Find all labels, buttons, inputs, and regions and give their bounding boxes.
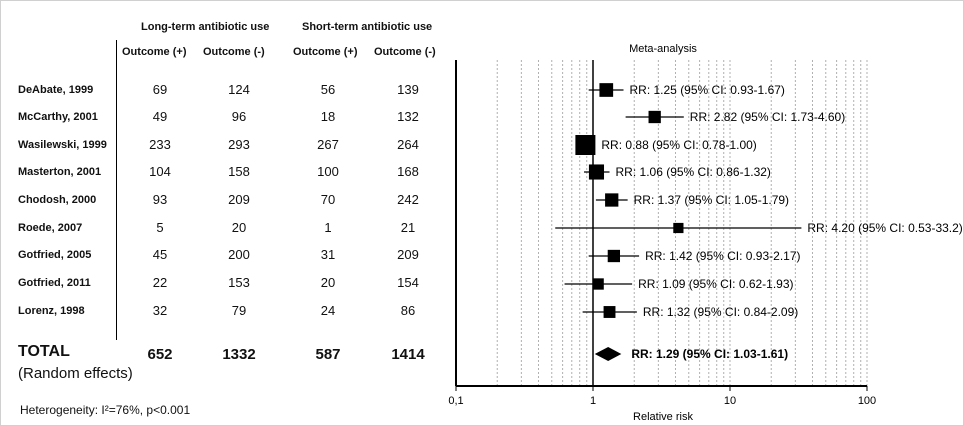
table-cell: 20 [231, 220, 247, 235]
study-name: Wasilewski, 1999 [18, 139, 107, 151]
table-cell: 267 [317, 137, 339, 152]
study-name: Roede, 2007 [18, 222, 83, 234]
study-marker [592, 278, 604, 290]
study-name: Masterton, 2001 [18, 166, 102, 178]
table-cell: 96 [231, 109, 247, 124]
table-cell: 139 [397, 82, 419, 97]
table-cell: 49 [152, 109, 168, 124]
table-cell: 200 [228, 247, 250, 262]
table-cell: 21 [400, 220, 416, 235]
study-name: Chodosh, 2000 [18, 194, 97, 206]
table-cell: 242 [397, 192, 419, 207]
rr-label: RR: 2.82 (95% CI: 1.73-4.60) [690, 110, 845, 124]
table-cell: 93 [152, 192, 168, 207]
table-cell: 158 [228, 164, 250, 179]
table-cell: 32 [152, 303, 168, 318]
chart-title: Meta-analysis [629, 43, 697, 55]
total-short-neg: 1414 [391, 346, 425, 363]
heterogeneity-text: Heterogeneity: I²=76%, p<0.001 [20, 403, 191, 417]
table-cell: 18 [320, 109, 336, 124]
rr-label: RR: 1.37 (95% CI: 1.05-1.79) [634, 193, 789, 207]
sub-header-short-neg: Outcome (-) [374, 46, 436, 58]
short-term-header: Short-term antibiotic use [302, 21, 433, 33]
table-cell: 209 [228, 192, 250, 207]
table-cell: 124 [228, 82, 250, 97]
table-cell: 153 [228, 275, 250, 290]
table-cell: 104 [149, 164, 171, 179]
study-name: Gotfried, 2005 [18, 249, 92, 261]
x-tick-label: 1 [590, 395, 596, 407]
total-sublabel: (Random effects) [18, 365, 133, 382]
forest-plot: Meta-analysis Relative risk 0,1 1 10 100 RR:… [448, 43, 962, 423]
total-label: TOTAL [18, 343, 70, 360]
sub-header-long-pos: Outcome (+) [122, 46, 187, 58]
table-cell: 79 [231, 303, 247, 318]
table-cell: 5 [156, 220, 164, 235]
rr-label: RR: 1.25 (95% CI: 0.93-1.67) [630, 83, 785, 97]
table-cell: 24 [320, 303, 336, 318]
study-name: Gotfried, 2011 [18, 277, 91, 289]
study-marker [575, 135, 596, 155]
table-divider [116, 40, 117, 340]
rr-label: RR: 1.32 (95% CI: 0.84-2.09) [643, 305, 798, 319]
table-cell: 168 [397, 164, 419, 179]
rr-label: RR: 1.42 (95% CI: 0.93-2.17) [645, 249, 800, 263]
study-name: McCarthy, 2001 [18, 111, 98, 123]
table-cell: 69 [152, 82, 168, 97]
study-marker [607, 249, 621, 263]
rr-label: RR: 4.20 (95% CI: 0.53-33.2) [807, 221, 962, 235]
table-cell: 22 [152, 275, 168, 290]
total-long-neg: 1332 [222, 346, 256, 363]
study-marker [648, 110, 661, 124]
pooled-diamond [594, 347, 622, 361]
pooled-label: RR: 1.29 (95% CI: 1.03-1.61) [631, 347, 788, 361]
table-cell: 209 [397, 247, 419, 262]
rr-label: RR: 1.06 (95% CI: 0.86-1.32) [616, 165, 771, 179]
table-cell: 233 [149, 137, 171, 152]
rr-label: RR: 1.09 (95% CI: 0.62-1.93) [638, 277, 793, 291]
x-tick-label: 0,1 [448, 395, 463, 407]
study-marker [588, 164, 605, 180]
study-marker [603, 306, 616, 318]
x-axis-label: Relative risk [633, 411, 693, 423]
table-cell: 264 [397, 137, 419, 152]
table-cell: 1 [324, 220, 332, 235]
table-cell: 45 [152, 247, 168, 262]
x-tick-label: 100 [858, 395, 876, 407]
table-cell: 20 [320, 275, 336, 290]
table-cell: 100 [317, 164, 339, 179]
table-cell: 293 [228, 137, 250, 152]
sub-header-short-pos: Outcome (+) [293, 46, 358, 58]
study-marker [599, 83, 614, 97]
table-cell: 154 [397, 275, 419, 290]
x-tick-label: 10 [724, 395, 736, 407]
table-cell: 70 [320, 192, 336, 207]
table-cell: 132 [397, 109, 419, 124]
total-long-pos: 652 [147, 346, 173, 363]
study-name: DeAbate, 1999 [18, 84, 94, 96]
study-marker [605, 193, 619, 207]
sub-header-long-neg: Outcome (-) [203, 46, 265, 58]
long-term-header: Long-term antibiotic use [141, 21, 270, 33]
study-name: Lorenz, 1998 [18, 305, 85, 317]
table-cell: 86 [400, 303, 416, 318]
table-cell: 56 [320, 82, 336, 97]
study-marker [673, 222, 684, 234]
rr-label: RR: 0.88 (95% CI: 0.78-1.00) [601, 138, 756, 152]
table-cell: 31 [320, 247, 336, 262]
total-short-pos: 587 [315, 346, 341, 363]
